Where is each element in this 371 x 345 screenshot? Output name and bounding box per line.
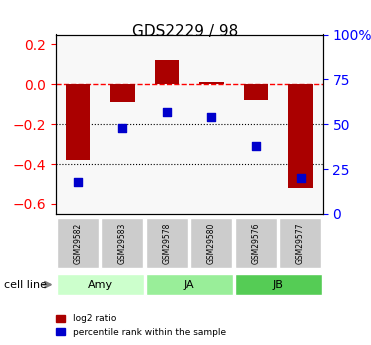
Bar xyxy=(155,60,179,84)
FancyBboxPatch shape xyxy=(101,218,143,268)
Bar xyxy=(199,82,224,84)
Point xyxy=(298,175,303,181)
Legend: log2 ratio, percentile rank within the sample: log2 ratio, percentile rank within the s… xyxy=(53,311,229,341)
Bar xyxy=(288,84,313,188)
FancyBboxPatch shape xyxy=(234,274,322,295)
FancyBboxPatch shape xyxy=(279,218,321,268)
Text: GSM29577: GSM29577 xyxy=(296,223,305,264)
Text: GSM29580: GSM29580 xyxy=(207,223,216,264)
Point xyxy=(75,179,81,184)
Text: JB: JB xyxy=(273,280,284,289)
FancyBboxPatch shape xyxy=(145,274,233,295)
Text: GSM29578: GSM29578 xyxy=(162,223,171,264)
Text: JA: JA xyxy=(184,280,194,289)
FancyBboxPatch shape xyxy=(56,274,144,295)
FancyBboxPatch shape xyxy=(190,218,232,268)
Point xyxy=(253,143,259,148)
Text: GDS2229 / 98: GDS2229 / 98 xyxy=(132,24,239,39)
FancyBboxPatch shape xyxy=(56,218,99,268)
Point xyxy=(164,109,170,115)
Bar xyxy=(66,84,90,160)
Point xyxy=(209,114,214,120)
Text: GSM29576: GSM29576 xyxy=(252,223,260,264)
Text: GSM29582: GSM29582 xyxy=(73,223,82,264)
Bar xyxy=(110,84,135,102)
Text: GSM29583: GSM29583 xyxy=(118,223,127,264)
FancyBboxPatch shape xyxy=(145,218,188,268)
Bar xyxy=(244,84,268,100)
Text: cell line: cell line xyxy=(4,280,47,289)
FancyBboxPatch shape xyxy=(234,218,277,268)
Point xyxy=(119,125,125,130)
Text: Amy: Amy xyxy=(88,280,113,289)
